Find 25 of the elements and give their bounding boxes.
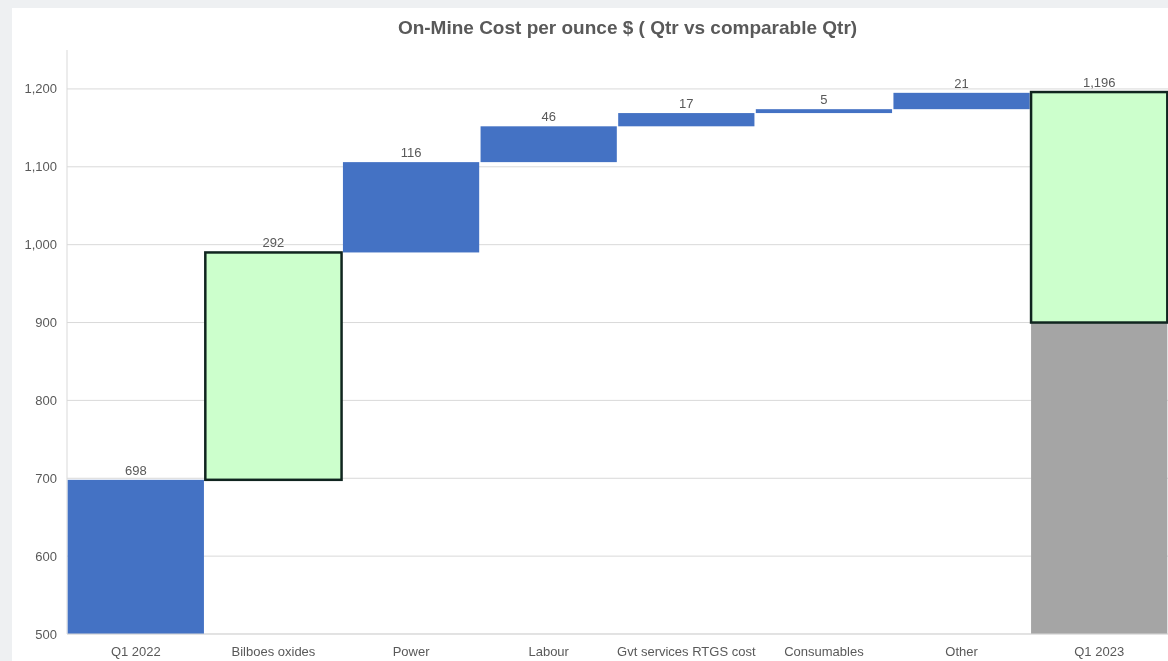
x-tick-label: Bilboes oxides xyxy=(231,644,316,659)
x-tick-label: Consumables xyxy=(784,644,865,659)
x-tick-label: Other xyxy=(945,644,979,659)
data-label: 46 xyxy=(541,109,556,125)
y-tick-label: 700 xyxy=(35,470,57,486)
x-tick-label: Labour xyxy=(528,644,570,659)
data-label: 5 xyxy=(820,92,828,108)
y-tick-label: 800 xyxy=(35,392,57,408)
x-tick-label: Q1 2022 xyxy=(110,644,161,659)
data-label: 698 xyxy=(124,462,147,478)
y-tick-label: 500 xyxy=(35,626,57,642)
x-tick-label: Q1 2023 xyxy=(1074,644,1125,659)
y-tick-label: 1,200 xyxy=(24,81,57,97)
data-label: 1,196 xyxy=(1082,75,1116,91)
x-tick-label: Power xyxy=(392,644,431,659)
y-tick-label: 1,000 xyxy=(24,237,57,253)
y-tick-label: 900 xyxy=(35,315,57,331)
data-label: 292 xyxy=(262,235,285,251)
data-label: 21 xyxy=(954,75,969,91)
y-tick-label: 600 xyxy=(35,548,57,564)
y-tick-label: 1,100 xyxy=(24,159,57,175)
x-tick-label: Gvt services RTGS cost xyxy=(617,644,756,659)
data-label: 116 xyxy=(400,145,422,161)
data-label: 17 xyxy=(679,96,694,112)
chart-title: On-Mine Cost per ounce $ ( Qtr vs comparable Qtr) xyxy=(397,17,858,38)
